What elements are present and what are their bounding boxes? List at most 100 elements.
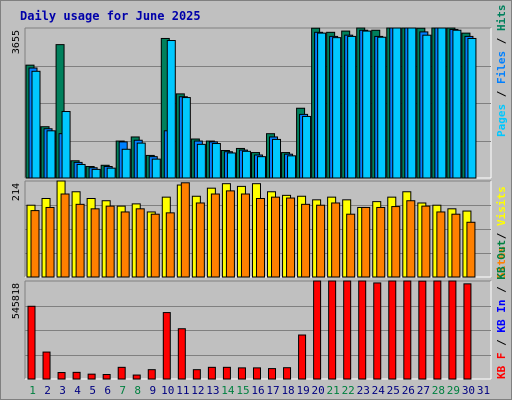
legend-kbytes: KB F / KB In / KB Out xyxy=(495,240,508,379)
legend-hits-files-pages: Pages / Files / Hits xyxy=(495,5,508,138)
bar-kbytes-day-26 xyxy=(403,280,412,380)
day-label-24: 24 xyxy=(372,384,386,397)
bar-kbytes-day-20 xyxy=(313,280,322,380)
bar-pages-day-23 xyxy=(362,30,372,179)
bar-kbytes-day-23 xyxy=(358,280,367,380)
bar-kbytes-day-30 xyxy=(463,283,472,380)
bar-pages-day-2 xyxy=(46,130,56,179)
day-label-19: 19 xyxy=(296,384,309,397)
bar-pages-day-17 xyxy=(272,138,282,179)
bar-pages-day-24 xyxy=(377,36,387,179)
bar-kbytes-day-2 xyxy=(42,351,51,380)
day-label-11: 11 xyxy=(176,384,189,397)
bar-kbytes-day-7 xyxy=(117,366,126,380)
bar-sites-day-17 xyxy=(271,196,281,278)
bar-sites-day-29 xyxy=(451,213,461,278)
bar-sites-day-9 xyxy=(150,213,160,278)
day-label-16: 16 xyxy=(251,384,264,397)
legend-files: Files xyxy=(495,51,508,84)
legend-sites: Sites xyxy=(495,246,508,279)
bar-sites-day-12 xyxy=(195,202,205,278)
legend-visits: Visits xyxy=(495,186,508,226)
bar-pages-day-6 xyxy=(106,167,116,179)
bar-kbytes-day-12 xyxy=(192,369,201,380)
bar-pages-day-7 xyxy=(121,148,131,179)
bar-kbytes-day-8 xyxy=(132,374,141,380)
bar-sites-day-10 xyxy=(165,212,175,278)
bar-pages-day-8 xyxy=(136,142,146,179)
day-label-20: 20 xyxy=(312,384,325,397)
bar-sites-day-20 xyxy=(316,204,326,278)
bar-pages-day-27 xyxy=(422,34,432,179)
bar-sites-day-5 xyxy=(90,208,100,278)
bar-kbytes-day-4 xyxy=(72,371,81,380)
bar-sites-day-14 xyxy=(225,190,235,278)
legend-pages: Pages xyxy=(495,104,508,137)
day-label-9: 9 xyxy=(149,384,156,397)
bar-pages-day-16 xyxy=(256,156,266,179)
legend-kb-f: KB F xyxy=(495,353,508,380)
bar-pages-day-9 xyxy=(151,158,161,179)
bar-kbytes-day-29 xyxy=(448,280,457,380)
panel-max-label: 3655 xyxy=(11,30,22,54)
day-label-12: 12 xyxy=(191,384,204,397)
bar-kbytes-day-22 xyxy=(343,280,352,380)
bar-kbytes-day-1 xyxy=(27,305,36,380)
legend-kb-in: KB In xyxy=(495,300,508,333)
bar-pages-day-20 xyxy=(317,32,327,179)
bar-pages-day-4 xyxy=(76,163,86,179)
day-label-26: 26 xyxy=(402,384,415,397)
bar-kbytes-day-15 xyxy=(237,367,246,380)
bar-sites-day-2 xyxy=(45,206,55,278)
bar-kbytes-day-25 xyxy=(388,280,397,380)
legend-visits-sites: Sites / Visits xyxy=(495,186,508,279)
day-label-1: 1 xyxy=(29,384,36,397)
bar-pages-day-18 xyxy=(287,155,297,179)
bar-kbytes-day-10 xyxy=(162,312,171,380)
chart-title: Daily usage for June 2025 xyxy=(20,9,201,23)
bar-sites-day-7 xyxy=(120,211,130,278)
bar-sites-day-6 xyxy=(105,205,115,278)
panel-kbytes: 545818 xyxy=(11,280,492,380)
bar-kbytes-day-18 xyxy=(283,367,292,380)
bar-sites-day-11 xyxy=(180,182,190,278)
day-label-6: 6 xyxy=(104,384,111,397)
bar-sites-day-27 xyxy=(421,205,431,278)
day-label-18: 18 xyxy=(281,384,294,397)
bar-sites-day-18 xyxy=(286,197,296,278)
bar-sites-day-15 xyxy=(240,193,250,278)
bar-kbytes-day-13 xyxy=(207,366,216,380)
bar-sites-day-3 xyxy=(60,193,70,278)
day-label-5: 5 xyxy=(89,384,96,397)
day-label-13: 13 xyxy=(206,384,219,397)
bar-kbytes-day-6 xyxy=(102,374,111,380)
bar-kbytes-day-17 xyxy=(268,368,277,380)
bar-pages-day-22 xyxy=(347,35,357,179)
bar-sites-day-24 xyxy=(376,206,386,278)
bar-sites-day-28 xyxy=(436,211,446,278)
day-label-23: 23 xyxy=(357,384,370,397)
legend-hits: Hits xyxy=(495,5,508,32)
bar-sites-day-4 xyxy=(75,203,85,278)
bar-pages-day-29 xyxy=(452,29,462,179)
bar-kbytes-day-9 xyxy=(147,369,156,380)
day-label-30: 30 xyxy=(462,384,475,397)
day-label-27: 27 xyxy=(417,384,430,397)
bar-pages-day-21 xyxy=(332,37,342,179)
bar-pages-day-12 xyxy=(196,143,206,179)
bar-sites-day-23 xyxy=(361,206,371,278)
bar-kbytes-day-24 xyxy=(373,282,382,380)
bar-pages-day-14 xyxy=(226,152,236,179)
day-label-21: 21 xyxy=(327,384,340,397)
day-label-15: 15 xyxy=(236,384,249,397)
panel-max-label: 214 xyxy=(11,183,22,201)
bar-sites-day-22 xyxy=(346,213,356,278)
bar-kbytes-day-5 xyxy=(87,373,96,380)
bar-kbytes-day-21 xyxy=(328,280,337,380)
bar-pages-day-19 xyxy=(302,115,312,179)
day-label-2: 2 xyxy=(44,384,51,397)
bar-pages-day-26 xyxy=(407,27,417,179)
bar-pages-day-15 xyxy=(241,150,251,179)
panel-visits_sites: 214 xyxy=(11,180,492,278)
bar-pages-day-28 xyxy=(437,27,447,179)
